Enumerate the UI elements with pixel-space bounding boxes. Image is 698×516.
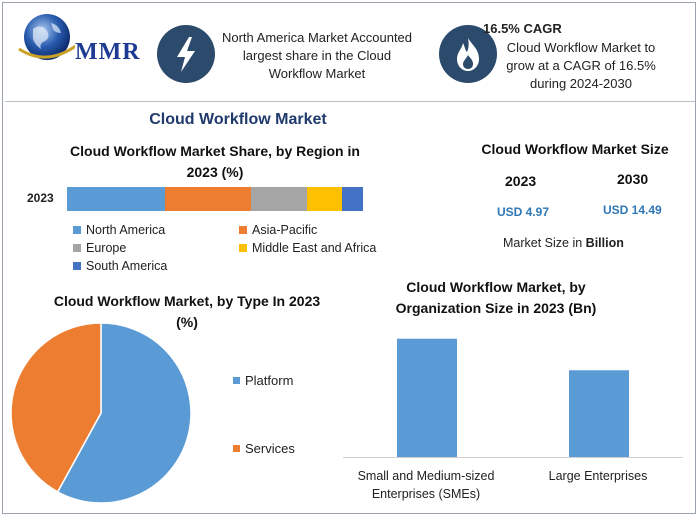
mmr-logo: MMR	[15, 9, 145, 67]
region-bar-segment-europe	[250, 187, 307, 211]
legend-label: Asia-Pacific	[252, 223, 318, 237]
cagr-headline: 16.5% CAGR	[483, 21, 562, 36]
legend-label: South America	[86, 259, 168, 273]
legend-item-europe: Europe	[73, 241, 126, 255]
region-bar-segment-north-america	[67, 187, 165, 211]
region-bar-segment-south-america	[342, 187, 363, 211]
market-size-note-unit: Billion	[585, 236, 624, 250]
legend-swatch	[233, 445, 240, 452]
legend-label: Platform	[245, 373, 294, 388]
highlight-cagr: Cloud Workflow Market to grow at a CAGR …	[506, 40, 656, 91]
region-stacked-bar	[67, 187, 363, 211]
region-bar-segment-asia-pacific	[164, 187, 251, 211]
org-chart-title: Cloud Workflow Market, by Organization S…	[395, 279, 597, 316]
legend-item-south-america: South America	[73, 259, 167, 273]
header-divider	[5, 101, 695, 102]
main-title: Cloud Workflow Market	[149, 111, 327, 128]
flame-icon	[439, 25, 497, 83]
type-chart-title: Cloud Workflow Market, by Type In 2023 (…	[53, 293, 321, 330]
region-bar-segment-middle-east-and-africa	[306, 187, 343, 211]
market-size-note: Market Size in Billion	[503, 236, 624, 250]
region-chart-title: Cloud Workflow Market Share, by Region i…	[70, 143, 360, 180]
legend-item-north-america: North America	[73, 223, 165, 237]
legend-label: Europe	[86, 241, 127, 255]
region-year-label: 2023	[27, 191, 54, 205]
globe-icon	[18, 14, 78, 60]
legend-item-middle-east-and-africa: Middle East and Africa	[239, 241, 376, 255]
pie-slice-services	[10, 322, 102, 493]
org-category-label-sme: Small and Medium-sized Enterprises (SMEs…	[357, 469, 495, 501]
pie-legend-item-services: Services	[233, 441, 295, 456]
legend-label: Middle East and Africa	[252, 241, 377, 255]
org-category-label-large: Large Enterprises	[548, 469, 648, 483]
size-year-2030: 2030	[617, 171, 649, 187]
legend-label: North America	[86, 223, 166, 237]
org-bar-large-enterprises	[569, 370, 629, 457]
org-bar-chart	[343, 338, 683, 458]
market-size-title: Cloud Workflow Market Size	[481, 141, 669, 157]
highlight-north-america: North America Market Accounted largest s…	[221, 30, 413, 81]
legend-swatch	[73, 244, 81, 252]
org-bar-small-and-medium-sized-enterprises-smes	[397, 338, 457, 457]
type-pie-chart	[10, 322, 192, 504]
size-year-2023: 2023	[505, 173, 537, 189]
legend-swatch	[233, 377, 240, 384]
legend-item-asia-pacific: Asia-Pacific	[239, 223, 317, 237]
size-value-2030: USD 14.49	[603, 203, 662, 217]
legend-swatch	[239, 226, 247, 234]
lightning-bolt-icon	[157, 25, 215, 83]
legend-swatch	[73, 226, 81, 234]
legend-swatch	[239, 244, 247, 252]
brand-name: MMR	[75, 39, 141, 65]
pie-legend-item-platform: Platform	[233, 373, 293, 388]
size-value-2023: USD 4.97	[497, 205, 550, 219]
pie-slice-platform	[56, 322, 192, 504]
legend-swatch	[73, 262, 81, 270]
legend-label: Services	[245, 441, 295, 456]
market-size-note-prefix: Market Size in	[503, 236, 586, 250]
